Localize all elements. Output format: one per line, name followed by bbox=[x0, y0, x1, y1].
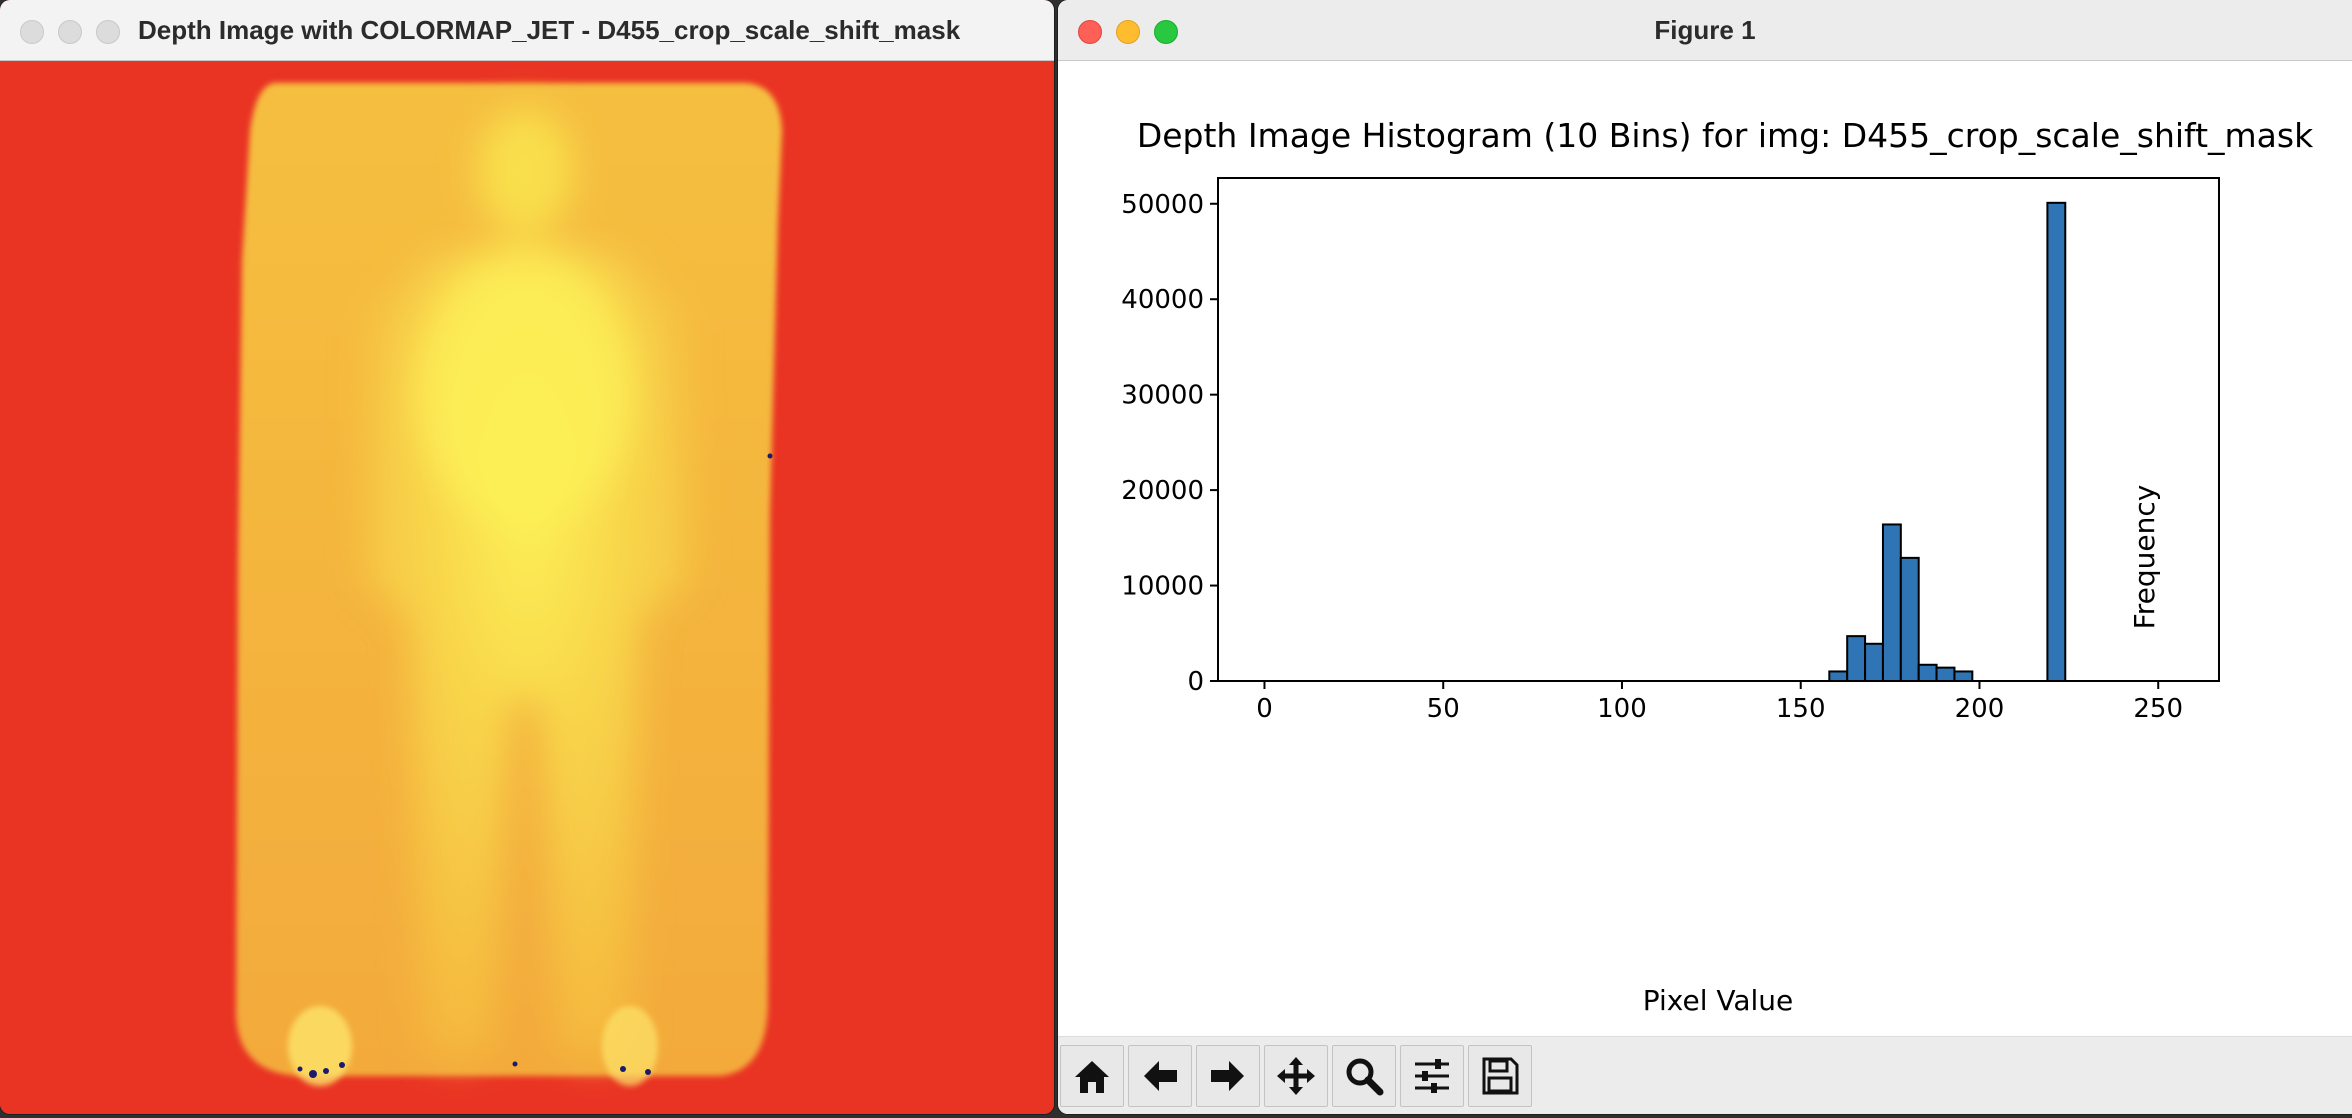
y-axis-ticks: 0 10000 20000 30000 40000 50000 bbox=[1121, 190, 1218, 697]
depth-colormap-image bbox=[0, 61, 1054, 1114]
histogram-bar-7 bbox=[1953, 670, 1974, 682]
body-silhouette bbox=[365, 109, 690, 1061]
figure-toolbar bbox=[1058, 1036, 2352, 1114]
x-tick-label-2: 100 bbox=[1597, 694, 1647, 724]
x-tick-label-3: 150 bbox=[1776, 694, 1826, 724]
move-icon bbox=[1277, 1057, 1315, 1095]
figure-window-titlebar[interactable]: Figure 1 bbox=[1058, 0, 2352, 61]
forward-button[interactable] bbox=[1196, 1045, 1260, 1107]
arrow-right-icon bbox=[1211, 1061, 1244, 1091]
figure-window: Figure 1 Depth Image Histogram (10 Bins)… bbox=[1058, 0, 2352, 1114]
home-button[interactable] bbox=[1060, 1045, 1124, 1107]
histogram-bar-1 bbox=[1846, 635, 1867, 683]
floppy-disk-icon bbox=[1482, 1057, 1519, 1095]
histogram-bars bbox=[1828, 201, 2067, 683]
figure-window-title: Figure 1 bbox=[1654, 15, 1756, 45]
y-tick-label-1: 10000 bbox=[1121, 572, 1204, 602]
home-icon bbox=[1075, 1061, 1109, 1093]
window-controls bbox=[20, 20, 120, 44]
depth-image-window: Depth Image with COLORMAP_JET - D455_cro… bbox=[0, 0, 1054, 1114]
close-button[interactable] bbox=[1078, 20, 1102, 44]
window-controls bbox=[1078, 20, 1178, 44]
zoom-window-button[interactable] bbox=[96, 20, 120, 44]
arrow-left-icon bbox=[1144, 1061, 1177, 1091]
chart-title: Depth Image Histogram (10 Bins) for img:… bbox=[1137, 116, 2314, 155]
y-tick-label-0: 0 bbox=[1187, 667, 1204, 697]
figure-background bbox=[1058, 61, 2352, 1036]
minimize-button[interactable] bbox=[58, 20, 82, 44]
back-button[interactable] bbox=[1128, 1045, 1192, 1107]
y-tick-label-2: 20000 bbox=[1121, 476, 1204, 506]
plot-area[interactable] bbox=[1217, 177, 2220, 682]
y-tick-label-3: 30000 bbox=[1121, 381, 1204, 411]
x-tick-label-0: 0 bbox=[1256, 694, 1273, 724]
zoom-button[interactable] bbox=[1332, 1045, 1396, 1107]
histogram-bar-8 bbox=[2046, 201, 2067, 682]
x-tick-label-5: 250 bbox=[2133, 694, 2183, 724]
minimize-button[interactable] bbox=[1116, 20, 1140, 44]
pan-button[interactable] bbox=[1264, 1045, 1328, 1107]
zoom-window-button[interactable] bbox=[1154, 20, 1178, 44]
histogram-bar-2 bbox=[1864, 642, 1884, 682]
histogram-bar-0 bbox=[1828, 670, 1849, 682]
histogram-bar-6 bbox=[1935, 666, 1956, 683]
save-button[interactable] bbox=[1468, 1045, 1532, 1107]
histogram-bar-4 bbox=[1899, 556, 1920, 682]
y-tick-label-4: 40000 bbox=[1121, 285, 1204, 315]
x-axis-ticks: 0 50 100 150 200 250 bbox=[1256, 681, 2183, 724]
y-tick-label-5: 50000 bbox=[1121, 190, 1204, 220]
configure-subplots-button[interactable] bbox=[1400, 1045, 1464, 1107]
depth-window-title: Depth Image with COLORMAP_JET - D455_cro… bbox=[138, 15, 961, 45]
sliders-icon bbox=[1415, 1059, 1449, 1093]
histogram-bar-5 bbox=[1917, 663, 1938, 682]
magnifier-icon bbox=[1346, 1058, 1384, 1096]
x-tick-label-4: 200 bbox=[1955, 694, 2005, 724]
x-tick-label-1: 50 bbox=[1427, 694, 1460, 724]
histogram-bar-3 bbox=[1881, 523, 1902, 682]
histogram-chart: Depth Image Histogram (10 Bins) for img:… bbox=[1058, 61, 2352, 1036]
y-axis-label: Frequency bbox=[2128, 485, 2161, 630]
close-button[interactable] bbox=[20, 20, 44, 44]
x-axis-label: Pixel Value bbox=[1643, 984, 1794, 1017]
depth-window-titlebar[interactable]: Depth Image with COLORMAP_JET - D455_cro… bbox=[0, 0, 1054, 61]
